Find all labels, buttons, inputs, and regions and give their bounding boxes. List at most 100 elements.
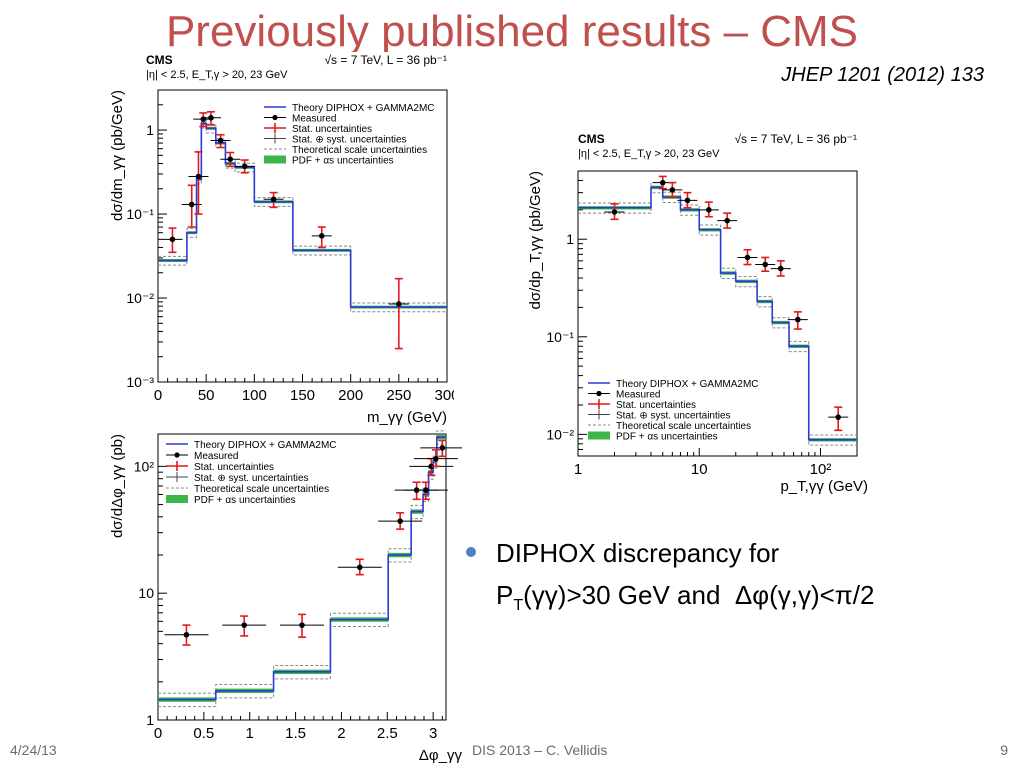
plot-background bbox=[520, 127, 888, 503]
measured-point bbox=[433, 455, 439, 462]
bullet-text: DIPHOX discrepancy for PT(γγ)>30 GeV and… bbox=[496, 532, 1006, 627]
x-tick-label: 1.5 bbox=[285, 725, 306, 742]
footer-page-number: 9 bbox=[1000, 742, 1008, 758]
measured-point bbox=[241, 163, 248, 170]
legend-entry: Stat. uncertainties bbox=[194, 462, 274, 473]
measured-point bbox=[270, 196, 277, 203]
y-tick-label: 10⁻² bbox=[126, 290, 154, 306]
plot-background bbox=[102, 52, 454, 428]
measured-point bbox=[356, 564, 363, 571]
plot-background bbox=[102, 428, 462, 766]
energy-lumi-label: √s = 7 TeV, L = 36 pb⁻¹ bbox=[734, 132, 857, 146]
cms-label: CMS bbox=[578, 132, 605, 146]
legend-measured-dot bbox=[596, 390, 602, 397]
y-tick-label: 10 bbox=[138, 585, 154, 601]
bullet-dot-icon bbox=[466, 547, 476, 557]
x-tick-label: 2.5 bbox=[377, 725, 398, 742]
x-tick-label: 10 bbox=[691, 461, 708, 478]
y-tick-label: 1 bbox=[146, 122, 154, 138]
legend-entry: Theoretical scale uncertainties bbox=[194, 484, 329, 495]
legend-measured-dot bbox=[272, 114, 278, 121]
legend-entry: PDF + αs uncertainties bbox=[194, 495, 296, 506]
y-axis-title: dσ/dΔφ_γγ (pb) bbox=[109, 434, 126, 538]
x-tick-label: 0 bbox=[154, 387, 162, 404]
y-tick-label: 10⁻³ bbox=[126, 374, 154, 390]
x-tick-label: 150 bbox=[290, 387, 315, 404]
footer-date: 4/24/13 bbox=[10, 742, 57, 758]
legend-entry: PDF + αs uncertainties bbox=[292, 156, 394, 167]
mass-distribution-plot: 0 50 100 150 200 250 300 10⁻³ 10⁻² 10⁻¹ 1 CMS √s = 7… bbox=[102, 52, 454, 428]
energy-lumi-label: √s = 7 TeV, L = 36 pb⁻¹ bbox=[324, 53, 447, 67]
measured-point bbox=[669, 187, 676, 193]
measured-point bbox=[423, 487, 429, 493]
bullet-text-b: PT(γγ)>30 GeV and Δφ(γ,γ)<π/2 bbox=[496, 580, 875, 615]
measured-point bbox=[200, 116, 207, 122]
kinematic-cuts-label: |η| < 2.5, E_T,γ > 20, 23 GeV bbox=[578, 148, 720, 160]
measured-point bbox=[762, 261, 769, 268]
y-axis-title: dσ/dp_T,γγ (pb/GeV) bbox=[527, 171, 544, 310]
x-tick-label: 1 bbox=[574, 461, 582, 478]
y-tick-label: 10⁻¹ bbox=[126, 206, 154, 222]
bullet-point: DIPHOX discrepancy for PT(γγ)>30 GeV and… bbox=[466, 532, 1006, 627]
legend-entry: Theoretical scale uncertainties bbox=[292, 145, 427, 156]
plot-frame bbox=[157, 433, 447, 721]
measured-point bbox=[227, 156, 234, 162]
legend-entry: Stat. ⊕ syst. uncertainties bbox=[616, 411, 731, 422]
y-tick-label: 10⁻¹ bbox=[546, 329, 574, 345]
measured-point bbox=[397, 518, 403, 524]
legend-entry: Stat. uncertainties bbox=[292, 124, 372, 135]
measured-point bbox=[439, 445, 446, 451]
measured-point bbox=[684, 197, 691, 204]
theory-diphox-line bbox=[578, 186, 857, 441]
legend-entry: Stat. ⊕ syst. uncertainties bbox=[194, 473, 309, 484]
x-tick-label: 300 bbox=[434, 387, 454, 404]
x-tick-label: 0.5 bbox=[193, 725, 214, 742]
x-tick-label: 0 bbox=[154, 725, 162, 742]
x-axis-title: Δφ_γγ bbox=[419, 747, 462, 764]
measured-point bbox=[318, 233, 325, 239]
cms-label: CMS bbox=[146, 53, 173, 67]
pt-distribution-plot: 1 10 10² 10⁻² 10⁻¹ 1 CMS √s = 7 TeV, L = 36 pb⁻… bbox=[520, 127, 888, 503]
slide-title: Previously published results – CMS bbox=[165, 7, 859, 56]
measured-point bbox=[706, 207, 712, 213]
measured-point bbox=[428, 463, 435, 470]
plot-frame bbox=[577, 170, 858, 457]
legend-measured-dot bbox=[174, 452, 180, 458]
legend-entry: Stat. uncertainties bbox=[616, 400, 696, 411]
measured-point bbox=[217, 137, 224, 144]
y-tick-label: 10⁻² bbox=[546, 426, 574, 442]
legend-entry: Measured bbox=[194, 451, 238, 462]
footer-author: DIS 2013 – C. Vellidis bbox=[472, 742, 608, 758]
kinematic-cuts-label: |η| < 2.5, E_T,γ > 20, 23 GeV bbox=[146, 69, 288, 81]
legend-pdf-glyph bbox=[166, 495, 188, 503]
y-tick-label: 1 bbox=[566, 231, 574, 247]
legend-entry: Theory DIPHOX + GAMMA2MC bbox=[616, 379, 759, 390]
measured-point bbox=[744, 254, 751, 261]
journal-reference: JHEP 1201 (2012) 133 bbox=[781, 64, 984, 86]
y-axis-title: dσ/dm_γγ (pb/GeV) bbox=[109, 90, 126, 221]
legend-entry: Stat. ⊕ syst. uncertainties bbox=[292, 135, 407, 146]
measured-point bbox=[195, 173, 202, 180]
legend-entry: Theory DIPHOX + GAMMA2MC bbox=[292, 103, 435, 114]
measured-point bbox=[208, 114, 214, 121]
x-tick-label: 50 bbox=[198, 387, 215, 404]
x-tick-label: 2 bbox=[337, 725, 345, 742]
legend-entry: Measured bbox=[616, 390, 660, 401]
theory-diphox-line bbox=[158, 436, 446, 701]
measured-point bbox=[188, 201, 195, 208]
measured-point bbox=[659, 179, 666, 186]
measured-point bbox=[724, 217, 730, 224]
legend-entry: PDF + αs uncertainties bbox=[616, 432, 718, 443]
measured-point bbox=[299, 622, 305, 628]
legend-entry: Theoretical scale uncertainties bbox=[616, 421, 751, 432]
legend-pdf-glyph bbox=[264, 155, 286, 164]
x-tick-label: 10² bbox=[810, 461, 832, 478]
dphi-distribution-plot: 0 0.5 1 1.5 2 2.5 3 1 10 10² Theory DIPHOX + GAMMA… bbox=[102, 428, 462, 766]
measured-point bbox=[241, 622, 248, 628]
measured-point bbox=[835, 414, 842, 420]
legend-entry: Theory DIPHOX + GAMMA2MC bbox=[194, 440, 337, 451]
measured-point bbox=[611, 209, 618, 215]
measured-point bbox=[169, 236, 176, 243]
x-tick-label: 250 bbox=[386, 387, 411, 404]
bullet-text-a: DIPHOX discrepancy for bbox=[496, 538, 780, 568]
